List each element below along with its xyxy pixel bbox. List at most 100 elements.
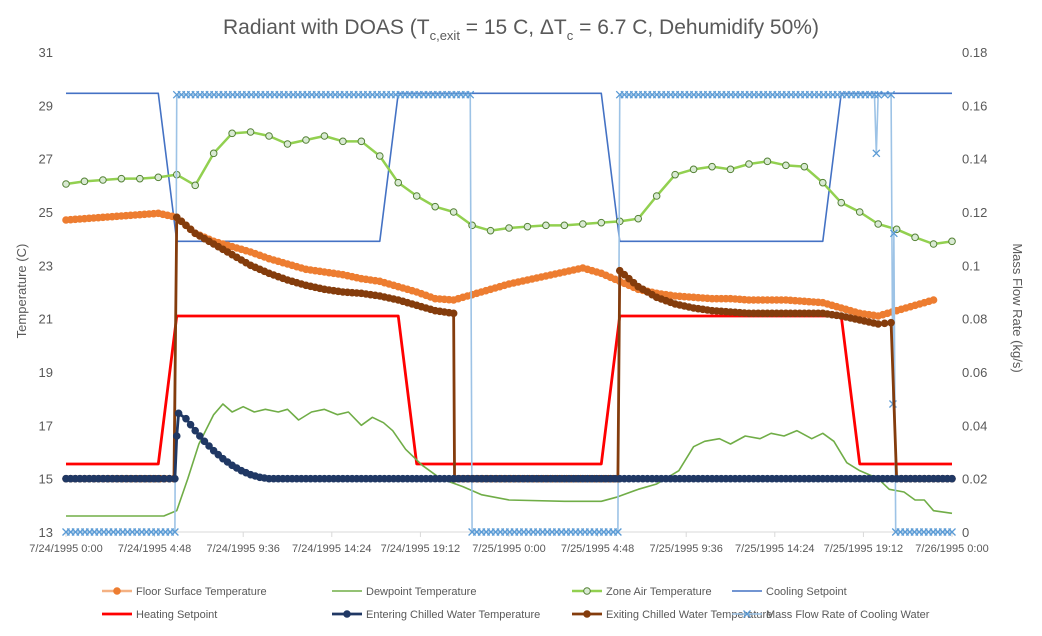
- data-point-zone-air-temperature: [800, 162, 809, 171]
- data-point-zone-air-temperature: [505, 224, 513, 232]
- data-point-zone-air-temperature: [486, 226, 495, 235]
- y2-tick-label: 0.1: [962, 258, 980, 273]
- data-point-zone-air-temperature: [597, 218, 606, 227]
- data-point-zone-air-temperature: [394, 178, 403, 187]
- x-tick-label: 7/25/1995 14:24: [735, 543, 815, 555]
- y-tick-label: 17: [39, 418, 53, 433]
- data-point-exiting-chilled-water-temperature: [887, 318, 895, 327]
- series-zone-air-temperature: [62, 128, 956, 248]
- data-point-zone-air-temperature: [80, 177, 89, 186]
- data-point-zone-air-temperature: [542, 221, 550, 230]
- series-dewpoint-temperature: [66, 403, 953, 517]
- data-point-zone-air-temperature: [708, 162, 716, 171]
- legend-marker: [343, 610, 351, 618]
- data-point-zone-air-temperature: [745, 160, 753, 168]
- data-point-zone-air-temperature: [523, 222, 532, 231]
- data-point-exiting-chilled-water-temperature: [874, 320, 882, 328]
- data-point-entering-chilled-water-temperature: [205, 442, 213, 450]
- data-point-zone-air-temperature: [136, 174, 144, 183]
- data-point-zone-air-temperature: [929, 240, 938, 248]
- y-axis-ticks: 13 15 17 19 21 23 25 27 29 31: [39, 45, 53, 540]
- data-point-zone-air-temperature: [892, 225, 901, 234]
- data-point-zone-air-temperature: [412, 192, 421, 200]
- legend-item-dewpoint-temperature: Dewpoint Temperature: [332, 586, 476, 598]
- data-point-mass-flow-rate-of-cooling-water: [466, 90, 475, 99]
- data-point-entering-chilled-water-temperature: [174, 409, 183, 418]
- data-point-mass-flow-rate-of-cooling-water: [948, 528, 956, 536]
- data-point-zone-air-temperature: [911, 233, 919, 242]
- series-line-cooling-setpoint: [66, 92, 952, 243]
- data-point-zone-air-temperature: [874, 220, 882, 228]
- data-point-zone-air-temperature: [652, 192, 661, 200]
- x-tick-label: 7/25/1995 9:36: [649, 543, 722, 555]
- y2-axis-ticks: 0 0.02 0.04 0.06 0.08 0.1 0.12 0.14 0.16 0.18: [962, 45, 987, 540]
- data-point-entering-chilled-water-temperature: [200, 437, 209, 446]
- series-entering-chilled-water-temperature: [62, 409, 956, 483]
- legend-marker: [113, 587, 121, 595]
- data-point-mass-flow-rate-of-cooling-water: [874, 90, 883, 99]
- data-point-zone-air-temperature: [763, 157, 772, 166]
- legend-label: Entering Chilled Water Temperature: [366, 609, 540, 621]
- legend-label: Floor Surface Temperature: [136, 586, 267, 598]
- data-point-zone-air-temperature: [375, 152, 384, 160]
- data-point-zone-air-temperature: [579, 220, 587, 228]
- y2-tick-label: 0.16: [962, 98, 987, 113]
- data-point-zone-air-temperature: [689, 165, 698, 174]
- y2-tick-label: 0: [962, 525, 969, 540]
- y-tick-label: 27: [39, 152, 53, 167]
- legend-label: Dewpoint Temperature: [366, 586, 476, 598]
- y2-tick-label: 0.06: [962, 365, 987, 380]
- data-point-mass-flow-rate-of-cooling-water: [887, 90, 896, 99]
- data-point-entering-chilled-water-temperature: [948, 474, 956, 483]
- data-point-entering-chilled-water-temperature: [186, 420, 195, 429]
- legend-marker: [583, 587, 591, 595]
- data-point-entering-chilled-water-temperature: [171, 474, 179, 483]
- y-tick-label: 31: [39, 45, 53, 60]
- plot-area: [62, 90, 956, 536]
- y-tick-label: 13: [39, 525, 53, 540]
- y2-tick-label: 0.12: [962, 205, 987, 220]
- legend-label: Cooling Setpoint: [766, 586, 847, 598]
- legend-item-exiting-chilled-water-temperature: Exiting Chilled Water Temperature: [572, 609, 772, 621]
- data-point-mass-flow-rate-of-cooling-water: [872, 149, 881, 158]
- data-point-zone-air-temperature: [357, 137, 366, 146]
- data-point-exiting-chilled-water-temperature: [880, 319, 889, 328]
- series-mass-flow-rate-of-cooling-water: [62, 90, 956, 536]
- y2-tick-label: 0.02: [962, 472, 987, 487]
- data-point-zone-air-temperature: [246, 128, 255, 136]
- legend-item-cooling-setpoint: Cooling Setpoint: [732, 586, 847, 598]
- data-point-entering-chilled-water-temperature: [182, 414, 190, 423]
- data-point-mass-flow-rate-of-cooling-water: [170, 528, 179, 536]
- x-axis-ticks: 7/24/1995 0:00 7/24/1995 4:48 7/24/1995 9:…: [29, 532, 989, 555]
- y2-tick-label: 0.04: [962, 418, 987, 433]
- y-tick-label: 15: [39, 472, 53, 487]
- legend-label: Zone Air Temperature: [606, 586, 712, 598]
- data-point-zone-air-temperature: [855, 208, 864, 216]
- chart-title: Radiant with DOAS (Tc,exit = 15 C, ΔTc =…: [223, 16, 819, 43]
- x-tick-label: 7/25/1995 0:00: [472, 543, 545, 555]
- x-tick-label: 7/24/1995 9:36: [206, 543, 279, 555]
- x-tick-label: 7/24/1995 19:12: [381, 543, 461, 555]
- data-point-zone-air-temperature: [634, 214, 643, 223]
- y2-tick-label: 0.18: [962, 45, 987, 60]
- data-point-zone-air-temperature: [782, 161, 790, 170]
- legend-item-heating-setpoint: Heating Setpoint: [102, 609, 217, 621]
- data-point-zone-air-temperature: [837, 198, 846, 207]
- data-point-zone-air-temperature: [818, 178, 827, 187]
- y-tick-label: 23: [39, 258, 53, 273]
- y-axis-label: Temperature (C): [14, 244, 29, 339]
- y2-axis-label: Mass Flow Rate (kg/s): [1010, 243, 1025, 372]
- legend-item-floor-surface-temperature: Floor Surface Temperature: [102, 586, 267, 598]
- data-point-zone-air-temperature: [339, 137, 347, 146]
- legend-marker: [743, 610, 751, 618]
- y2-tick-label: 0.14: [962, 152, 987, 167]
- y-tick-label: 25: [39, 205, 53, 220]
- data-point-zone-air-temperature: [62, 180, 70, 188]
- data-point-zone-air-temperature: [99, 176, 107, 184]
- data-point-zone-air-temperature: [320, 132, 329, 140]
- legend-item-entering-chilled-water-temperature: Entering Chilled Water Temperature: [332, 609, 540, 621]
- data-point-zone-air-temperature: [468, 221, 476, 230]
- data-point-zone-air-temperature: [431, 202, 439, 211]
- data-point-zone-air-temperature: [283, 140, 292, 148]
